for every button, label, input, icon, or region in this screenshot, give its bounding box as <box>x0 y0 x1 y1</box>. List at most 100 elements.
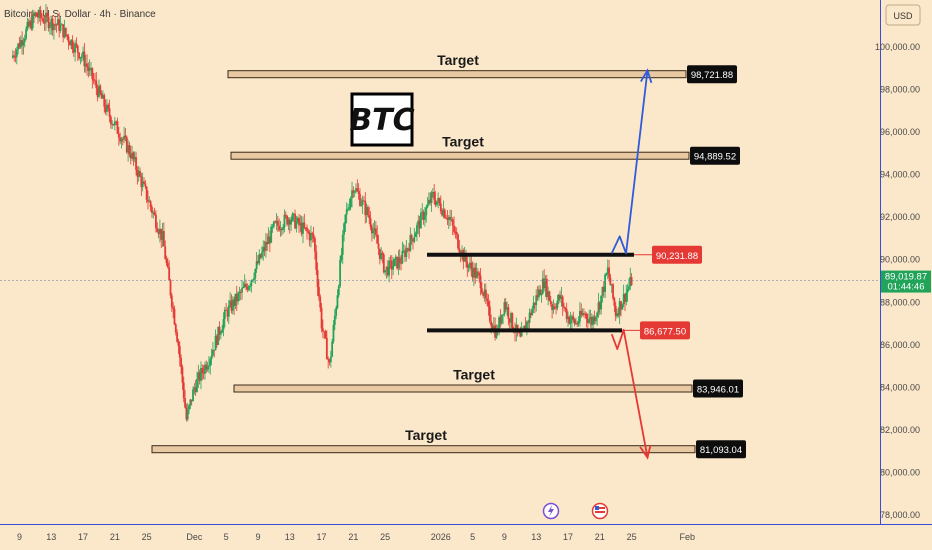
candle-body <box>437 198 440 202</box>
candle-body <box>604 274 606 292</box>
candle-body <box>450 219 453 221</box>
target-zone[interactable] <box>233 384 693 393</box>
candle-body <box>189 399 192 406</box>
candle-body <box>91 68 94 80</box>
level-price-label: 86,677.50 <box>644 326 686 337</box>
candle-body <box>43 22 46 24</box>
candle-body <box>94 80 96 82</box>
target-zone[interactable] <box>230 151 690 160</box>
candle-body <box>479 275 482 289</box>
candle-body <box>548 291 551 301</box>
candle-body <box>197 372 200 380</box>
candle-body <box>137 171 140 177</box>
candle-body <box>124 135 127 138</box>
candle-body <box>49 25 51 29</box>
candle-body <box>188 405 190 410</box>
candle-body <box>17 43 20 50</box>
candle-body <box>88 68 91 71</box>
candle-body <box>588 319 591 323</box>
y-tick-label: 92,000.00 <box>880 212 920 222</box>
candle-body <box>617 313 620 316</box>
candle-body <box>237 293 239 302</box>
candle-body <box>380 253 383 259</box>
candle-body <box>117 133 120 138</box>
x-tick-label: 13 <box>285 532 295 542</box>
candle-body <box>412 238 414 242</box>
candle-body <box>385 266 388 271</box>
candle-body <box>477 271 479 273</box>
candle-body <box>245 283 247 287</box>
candle-body <box>180 357 182 368</box>
candle-body <box>453 225 455 232</box>
candle-body <box>504 302 507 310</box>
candle-body <box>274 221 277 223</box>
candle-body <box>267 236 270 245</box>
candle-body <box>99 85 102 94</box>
candle-body <box>465 253 467 262</box>
candle-body <box>72 49 75 53</box>
candle-body <box>221 329 224 333</box>
candle-body <box>186 409 189 420</box>
level-price-label: 83,946.01 <box>697 385 739 396</box>
levels-layer: Target 98,721.88 Target 94,889.52 90,231.88 8… <box>0 52 931 459</box>
currency-selector-box[interactable] <box>885 4 921 26</box>
level-price-label: 98,721.88 <box>691 70 733 81</box>
candle-body <box>417 220 420 226</box>
candle-body <box>212 349 214 356</box>
x-tick-label: 21 <box>348 532 358 542</box>
candle-body <box>108 108 111 117</box>
candle-body <box>329 356 332 363</box>
x-tick-label: 13 <box>531 532 541 542</box>
projection-down-arrow-head <box>639 444 652 460</box>
candle-body <box>144 183 147 187</box>
candle-body <box>210 355 213 360</box>
level-price-label: 94,889.52 <box>694 152 736 163</box>
candle-body <box>421 211 424 213</box>
candle-body <box>568 316 571 324</box>
candle-body <box>439 203 442 212</box>
candle-body <box>15 49 18 57</box>
candle-body <box>609 277 612 286</box>
level-price-label: 81,093.04 <box>700 445 742 456</box>
flag-canton-icon <box>595 506 599 510</box>
candle-body <box>585 313 588 319</box>
btc-badge: BTC <box>349 92 415 147</box>
candle-body <box>454 231 457 233</box>
candle-body <box>580 310 583 316</box>
candle-body <box>229 300 232 306</box>
candle-body <box>217 326 220 345</box>
candle-body <box>282 227 285 230</box>
candle-body <box>449 216 451 220</box>
candle-body <box>625 292 628 302</box>
candle-body <box>60 24 63 26</box>
candle-body <box>78 52 80 59</box>
candle-body <box>194 387 197 392</box>
candle-body <box>249 285 251 287</box>
candle-body <box>200 368 202 381</box>
candle-body <box>510 313 512 323</box>
target-zone[interactable] <box>227 70 687 79</box>
target-zone[interactable] <box>151 445 696 454</box>
candle-body <box>263 247 266 251</box>
currency-selector[interactable]: USD <box>885 4 921 26</box>
x-tick-label: 13 <box>46 532 56 542</box>
candle-body <box>355 188 357 192</box>
candle-body <box>409 235 412 252</box>
candle-body <box>340 254 343 260</box>
candle-body <box>300 222 303 234</box>
candle-body <box>498 317 500 333</box>
candle-body <box>618 301 621 316</box>
candle-body <box>63 27 66 38</box>
level-price-label-box <box>687 65 737 84</box>
candle-body <box>559 294 561 299</box>
candle-body <box>315 251 318 270</box>
candle-body <box>226 310 229 317</box>
candle-body <box>288 219 291 225</box>
candle-body <box>76 45 79 53</box>
candle-body <box>136 169 139 177</box>
candle-body <box>62 24 65 38</box>
candle-body <box>243 283 246 288</box>
candle-body <box>98 85 100 97</box>
x-tick-label: 17 <box>563 532 573 542</box>
